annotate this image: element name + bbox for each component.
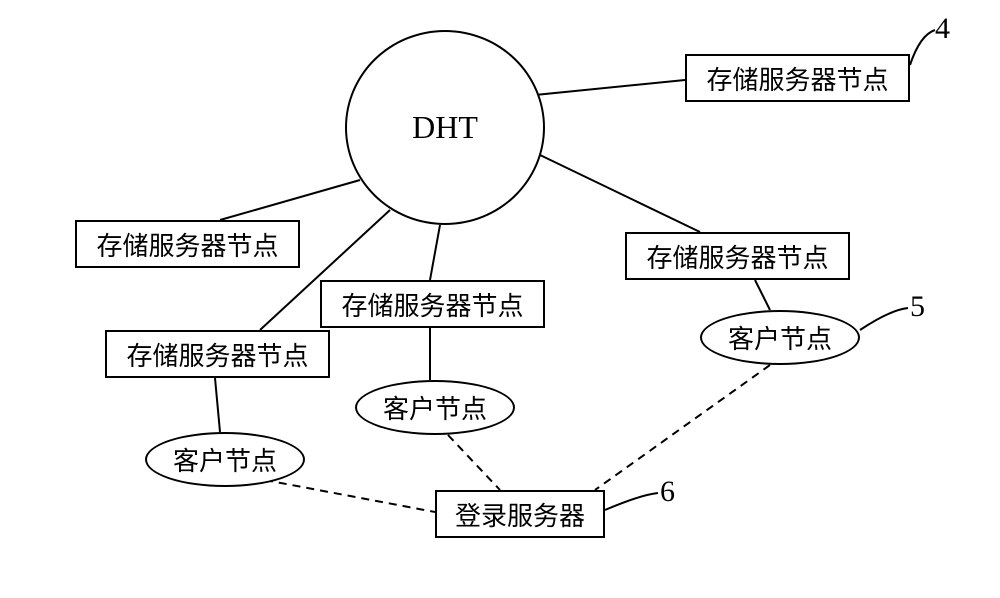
login-server-node: 登录服务器 (435, 490, 605, 538)
storage-server-node: 存储服务器节点 (685, 54, 910, 102)
storage-label: 存储服务器节点 (646, 238, 828, 275)
client-node: 客户节点 (355, 380, 515, 435)
storage-server-node: 存储服务器节点 (105, 330, 330, 378)
storage-server-node: 存储服务器节点 (75, 220, 300, 268)
callout-label-6: 6 (660, 475, 675, 509)
client-label: 客户节点 (728, 319, 832, 356)
dht-node: DHT (345, 30, 545, 225)
callout-label-5: 5 (910, 290, 925, 324)
dht-label: DHT (412, 109, 478, 146)
storage-label: 存储服务器节点 (341, 286, 523, 323)
client-label: 客户节点 (383, 389, 487, 426)
callout-label-4: 4 (935, 12, 950, 46)
client-label: 客户节点 (173, 441, 277, 478)
storage-label: 存储服务器节点 (706, 60, 888, 97)
client-node: 客户节点 (145, 432, 305, 487)
client-node: 客户节点 (700, 310, 860, 365)
storage-label: 存储服务器节点 (126, 336, 308, 373)
storage-server-node: 存储服务器节点 (320, 280, 545, 328)
login-label: 登录服务器 (455, 496, 585, 533)
diagram-canvas: DHT 存储服务器节点 存储服务器节点 存储服务器节点 存储服务器节点 存储服务… (0, 0, 1000, 598)
storage-label: 存储服务器节点 (96, 226, 278, 263)
storage-server-node: 存储服务器节点 (625, 232, 850, 280)
